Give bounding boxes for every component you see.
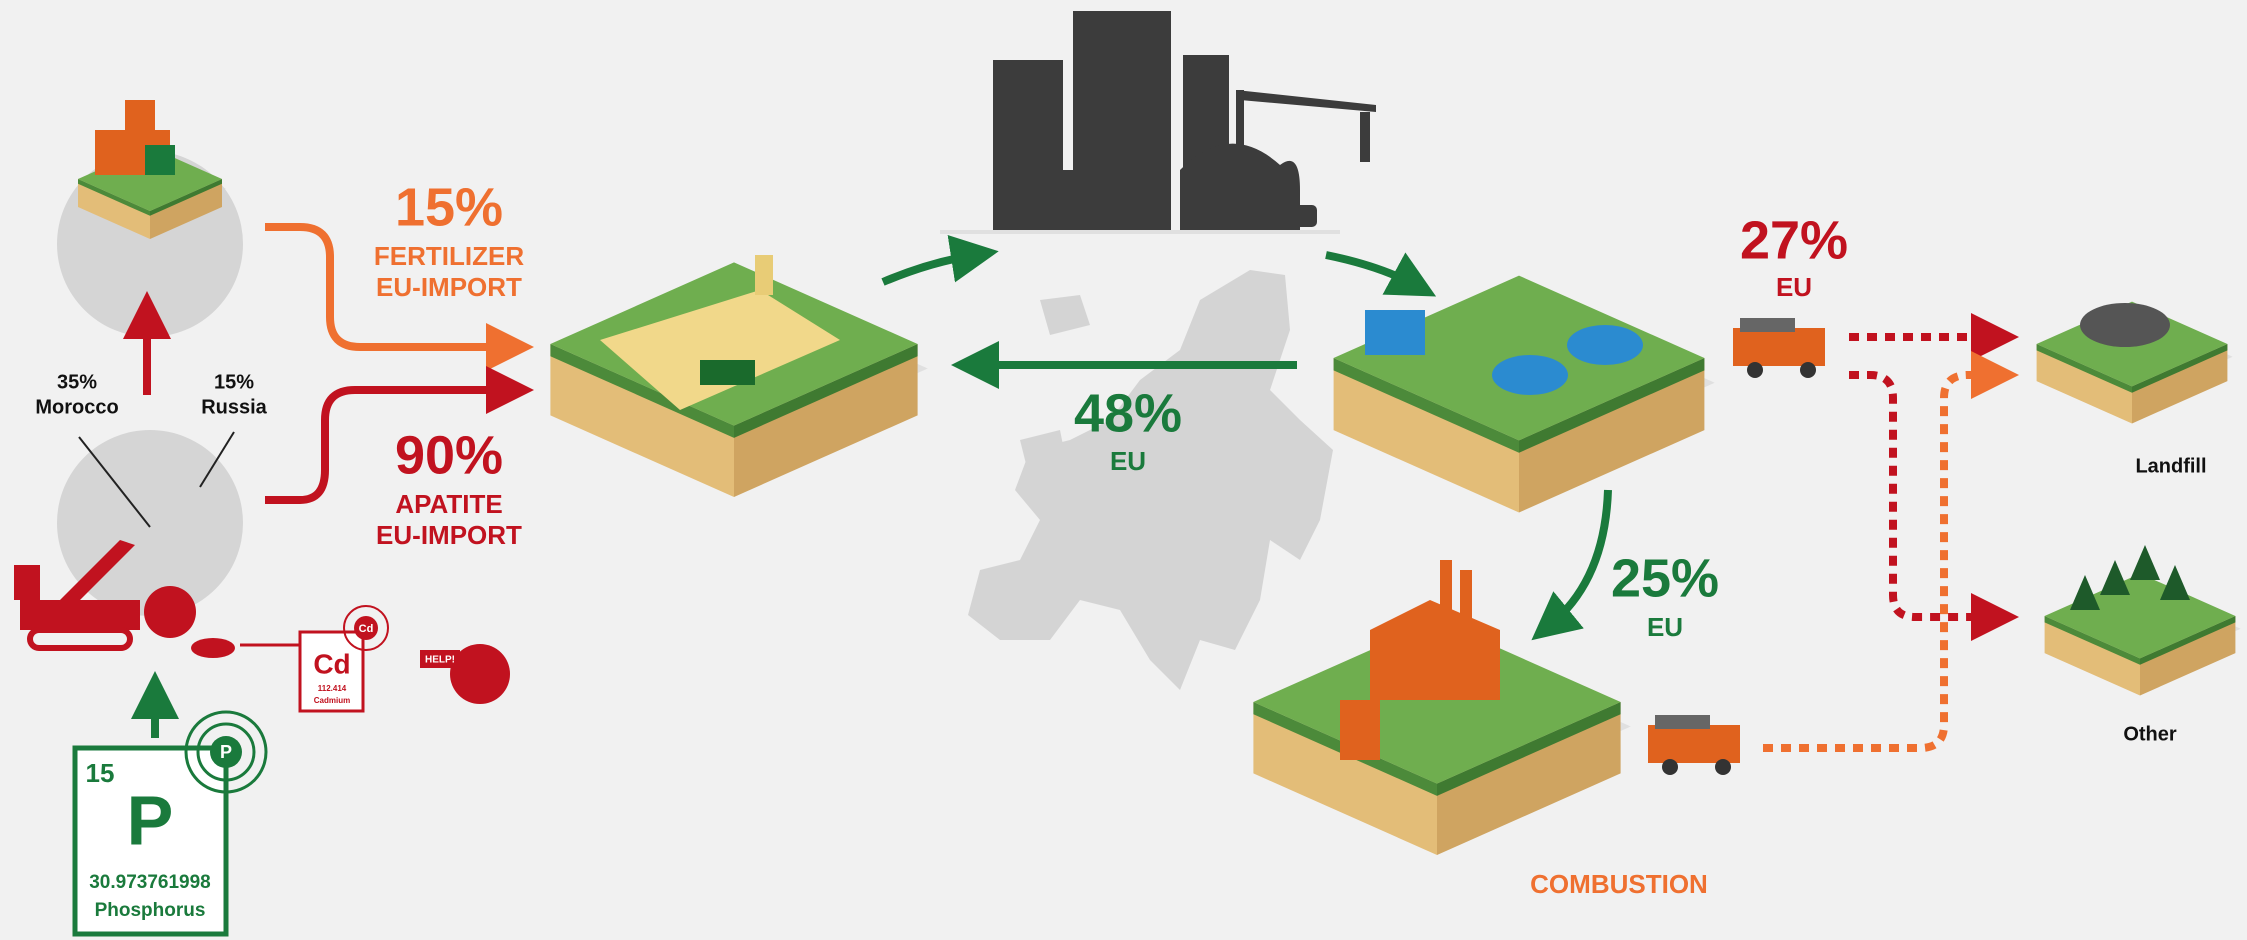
- combustion-arrow: [1550, 490, 1608, 625]
- destination-label: Other: [2123, 723, 2177, 745]
- combustion-percent: 25%: [1611, 548, 1719, 608]
- phosphorus-mass: 30.973761998: [89, 872, 211, 893]
- truck: [1648, 715, 1740, 775]
- atomic-number: 15: [86, 758, 115, 788]
- help-text: HELP!: [425, 655, 455, 666]
- phosphorus-name: Phosphorus: [95, 900, 206, 921]
- farm-to-city-arrow: [883, 255, 975, 282]
- fertilizer-percent: 15%: [395, 177, 503, 237]
- factory: [95, 100, 175, 175]
- phosphorus-symbol: P: [127, 781, 174, 859]
- apatite-label: APATITE: [395, 489, 502, 519]
- tractor: [700, 360, 755, 385]
- other-arrow: [1849, 375, 1995, 617]
- europe-map: [968, 270, 1333, 690]
- phosphorus-orbit-symbol: P: [220, 742, 232, 762]
- apatite-label: EU-IMPORT: [376, 520, 522, 550]
- source-percent: 15%: [214, 371, 254, 393]
- cadmium-orbit-symbol: Cd: [359, 623, 374, 635]
- apatite-percent: 90%: [395, 425, 503, 485]
- fertilizer-label: EU-IMPORT: [376, 272, 522, 302]
- source-percent: 35%: [57, 371, 97, 393]
- fertilizer-label: FERTILIZER: [374, 241, 524, 271]
- silo: [755, 255, 773, 295]
- combustion-residue-arrow: [1763, 375, 1995, 748]
- infographic: HELP! Cd Cd 112.414 Cadmium P 15 P 30.97…: [0, 0, 2247, 940]
- destination-label: Landfill: [2135, 455, 2206, 477]
- tank: [1567, 325, 1643, 365]
- combustion-label: COMBUSTION: [1530, 869, 1708, 899]
- landfill-mound: [2080, 303, 2170, 347]
- source-country: Russia: [201, 396, 267, 418]
- combustion-flow-label: EU: [1647, 612, 1683, 642]
- city-silhouette: [940, 11, 1376, 234]
- tank: [1492, 355, 1568, 395]
- treatment-building: [1365, 310, 1425, 355]
- landfill-percent: 27%: [1740, 210, 1848, 270]
- return-label: EU: [1110, 446, 1146, 476]
- ore-pile: [191, 638, 235, 658]
- cadmium-name: Cadmium: [314, 696, 350, 705]
- cadmium-symbol: Cd: [313, 648, 350, 679]
- cadmium-mass: 112.414: [318, 684, 347, 693]
- source-country: Morocco: [35, 396, 118, 418]
- return-percent: 48%: [1074, 383, 1182, 443]
- other-tile: [2045, 574, 2241, 696]
- truck: [1733, 318, 1825, 378]
- city-to-wastewater-arrow: [1326, 255, 1415, 285]
- landfill-label: EU: [1776, 272, 1812, 302]
